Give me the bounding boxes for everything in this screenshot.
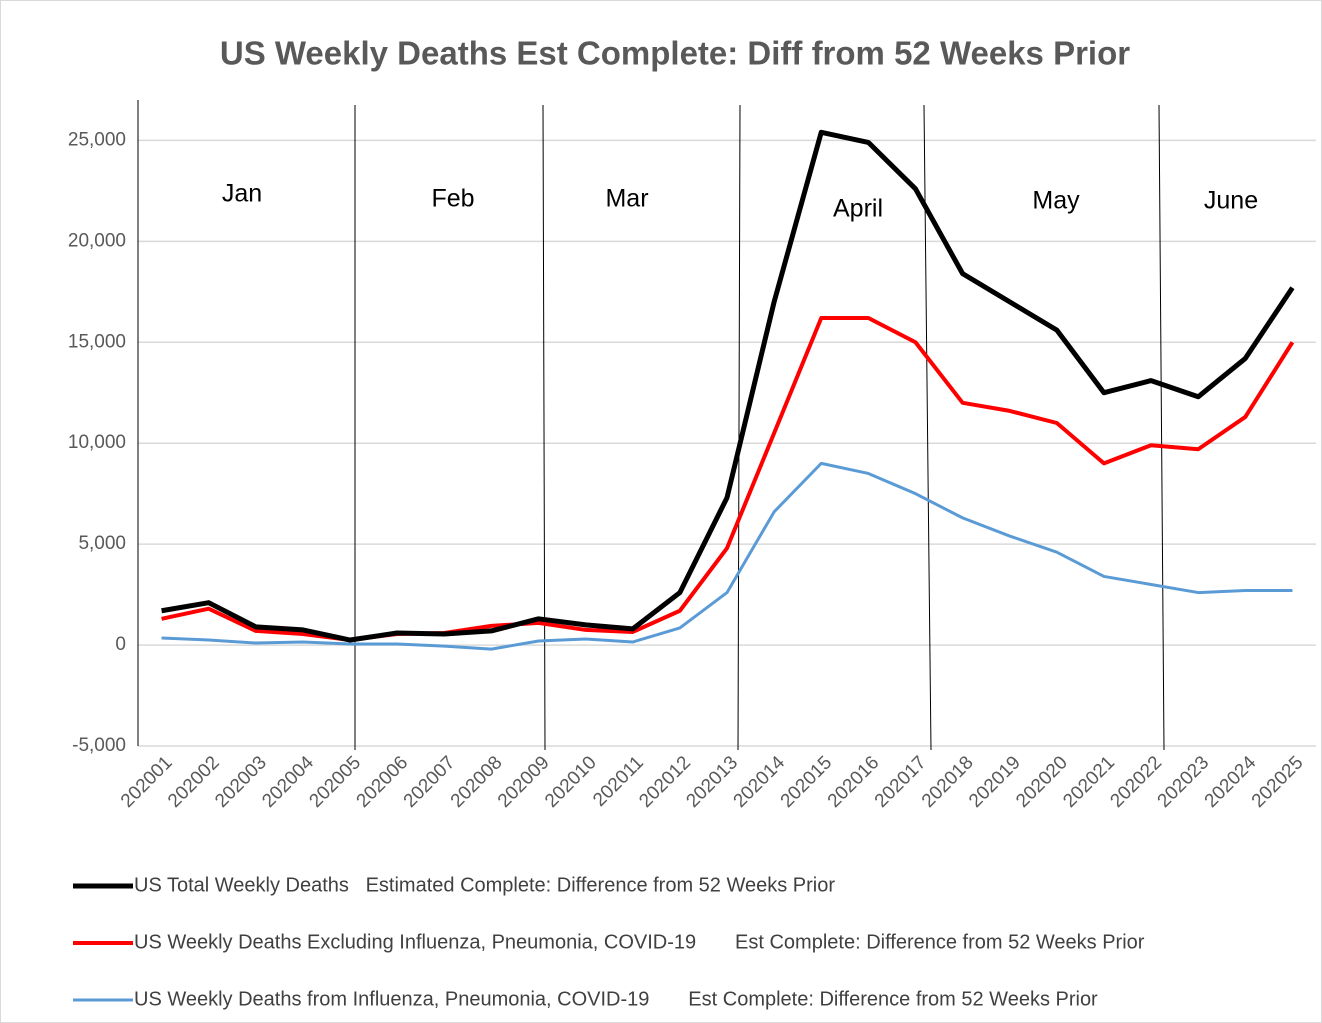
month-separator — [737, 104, 741, 751]
y-tick-label: -5,000 — [72, 735, 126, 756]
y-tick-label: 5,000 — [78, 533, 126, 554]
y-tick-label: 10,000 — [68, 432, 126, 453]
legend-label: US Weekly Deaths from Influenza, Pneumon… — [134, 988, 1098, 1010]
month-label: Mar — [605, 185, 648, 213]
legend-label: US Weekly Deaths Excluding Influenza, Pn… — [134, 931, 1145, 953]
month-separator — [542, 104, 546, 751]
y-tick-label: 20,000 — [68, 230, 126, 251]
series-line — [161, 461, 1293, 651]
chart-title: US Weekly Deaths Est Complete: Diff from… — [220, 35, 1130, 72]
month-label: June — [1204, 187, 1258, 215]
series-line — [161, 129, 1295, 643]
month-label: Jan — [222, 180, 262, 208]
month-label: May — [1032, 187, 1080, 215]
month-label: Feb — [431, 185, 474, 213]
y-tick-label: 0 — [115, 634, 126, 655]
month-separator — [1158, 104, 1165, 751]
y-tick-label: 15,000 — [68, 331, 126, 352]
month-separator — [923, 104, 932, 751]
month-label: April — [833, 195, 883, 223]
legend-label: US Total Weekly Deaths Estimated Complet… — [134, 874, 835, 896]
y-tick-label: 25,000 — [68, 129, 126, 150]
